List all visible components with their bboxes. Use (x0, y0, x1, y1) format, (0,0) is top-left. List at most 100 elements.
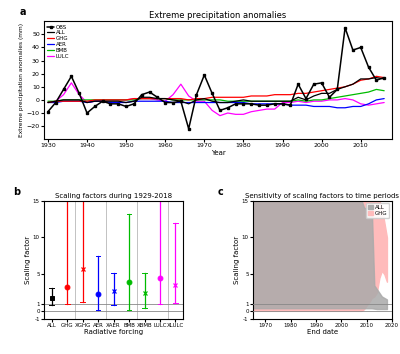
LULC (178, 82, 183, 86)
AER (241, 101, 246, 105)
BMB (85, 98, 90, 102)
ALL (350, 82, 355, 86)
GHG (194, 97, 199, 101)
BMB (288, 99, 293, 103)
LULC (296, 99, 300, 103)
OBS (319, 81, 324, 85)
LULC (186, 94, 191, 98)
OBS (366, 65, 371, 69)
GHG (335, 86, 340, 90)
AER (272, 102, 277, 106)
BMB (311, 98, 316, 102)
LULC (218, 114, 222, 118)
BMB (210, 98, 214, 102)
AER (61, 99, 66, 103)
Y-axis label: Scaling factor: Scaling factor (234, 235, 240, 284)
Line: OBS: OBS (46, 27, 386, 130)
AER (327, 104, 332, 109)
GHG (257, 94, 262, 98)
OBS (163, 101, 168, 105)
ALL (171, 98, 176, 102)
ALL (53, 99, 58, 103)
GHG (264, 94, 269, 98)
BMB (241, 99, 246, 103)
LULC (374, 102, 379, 106)
ALL (139, 95, 144, 99)
ALL (194, 98, 199, 102)
Legend: ALL, GHG: ALL, GHG (366, 204, 389, 218)
OBS (69, 74, 74, 79)
LULC (319, 99, 324, 103)
AER (304, 103, 308, 107)
Y-axis label: Scaling factor: Scaling factor (26, 235, 32, 284)
LULC (108, 98, 113, 102)
ALL (69, 98, 74, 102)
OBS (257, 103, 262, 107)
GHG (108, 98, 113, 102)
BMB (319, 98, 324, 102)
OBS (92, 104, 97, 109)
BMB (163, 97, 168, 101)
AER (319, 104, 324, 109)
BMB (186, 98, 191, 102)
GHG (155, 97, 160, 101)
ALL (178, 99, 183, 103)
AER (77, 99, 82, 103)
OBS (53, 101, 58, 105)
LULC (343, 97, 348, 101)
LULC (46, 101, 50, 105)
GHG (350, 82, 355, 86)
GHG (296, 91, 300, 96)
OBS (171, 101, 176, 105)
LULC (366, 103, 371, 107)
BMB (194, 98, 199, 102)
ALL (296, 95, 300, 99)
Legend: OBS, ALL, GHG, AER, BMB, LULC: OBS, ALL, GHG, AER, BMB, LULC (47, 24, 70, 59)
Title: Scaling factors during 1929-2018: Scaling factors during 1929-2018 (55, 193, 172, 199)
AER (163, 99, 168, 103)
Line: BMB: BMB (48, 90, 384, 101)
OBS (327, 95, 332, 99)
GHG (304, 91, 308, 96)
GHG (280, 92, 285, 97)
AER (366, 102, 371, 106)
ALL (288, 99, 293, 103)
OBS (218, 108, 222, 113)
OBS (272, 102, 277, 106)
Text: a: a (20, 7, 26, 17)
LULC (249, 110, 254, 114)
OBS (77, 91, 82, 96)
GHG (327, 87, 332, 92)
Line: GHG: GHG (48, 76, 384, 103)
ALL (155, 97, 160, 101)
BMB (202, 98, 207, 102)
BMB (46, 99, 50, 103)
AER (210, 101, 214, 105)
ALL (100, 99, 105, 103)
OBS (382, 75, 386, 80)
Y-axis label: Extreme precipitation anomalies (mm): Extreme precipitation anomalies (mm) (19, 23, 24, 137)
Line: AER: AER (48, 99, 384, 108)
BMB (218, 98, 222, 102)
X-axis label: End date: End date (307, 329, 338, 335)
LULC (100, 98, 105, 102)
GHG (225, 95, 230, 99)
ALL (163, 97, 168, 101)
BMB (327, 97, 332, 101)
ALL (382, 77, 386, 81)
LULC (233, 112, 238, 116)
LULC (69, 81, 74, 85)
AER (225, 101, 230, 105)
BMB (100, 98, 105, 102)
ALL (77, 98, 82, 102)
OBS (233, 102, 238, 106)
BMB (264, 99, 269, 103)
Text: c: c (218, 187, 224, 197)
ALL (335, 87, 340, 92)
LULC (382, 101, 386, 105)
OBS (100, 99, 105, 103)
LULC (280, 101, 285, 105)
GHG (382, 75, 386, 80)
BMB (77, 98, 82, 102)
ALL (319, 91, 324, 96)
